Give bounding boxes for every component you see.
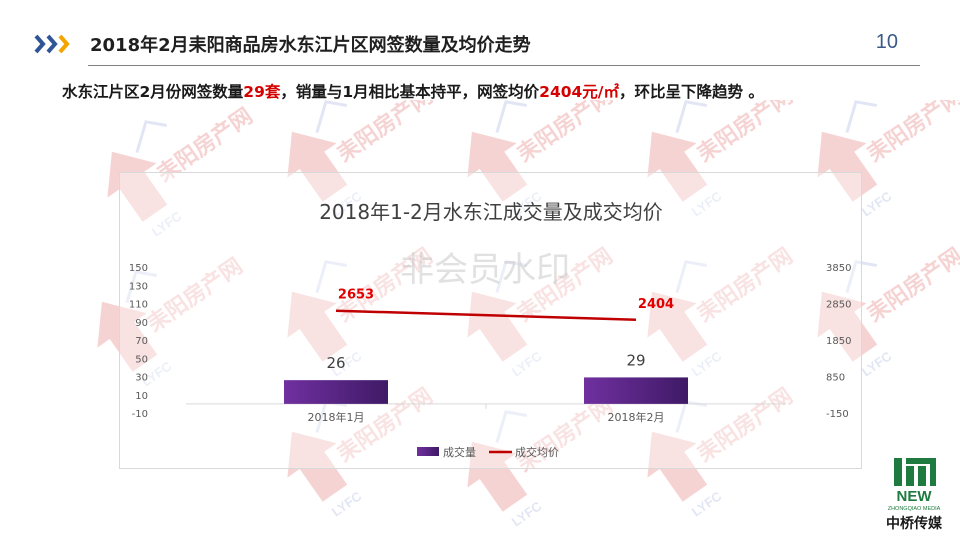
- watermark-site-text: 耒阳房产网: [692, 100, 797, 167]
- watermark-chevron-icon: [495, 100, 528, 133]
- y-left-tick-label: 70: [135, 336, 148, 347]
- watermark-site-text: 耒阳房产网: [512, 100, 617, 167]
- watermark-chevron-icon: [845, 100, 878, 133]
- line-data-label: 2404: [638, 297, 674, 312]
- legend-label-price: 成交均价: [515, 445, 559, 459]
- watermark-code-text: LYFC: [329, 488, 365, 519]
- page-number: 10: [875, 31, 898, 53]
- chart-panel: 2018年1-2月水东江成交量及成交均价 非会员水印 -10 10 30 50 70 90…: [119, 172, 862, 469]
- bar-volume: [284, 380, 388, 404]
- summary-part-2: ，销量与1月相比基本持平，网签均价: [280, 83, 540, 101]
- combo-chart: 2018年1-2月水东江成交量及成交均价 非会员水印 -10 10 30 50 70 90…: [129, 200, 852, 459]
- y-right-tick-label: -150: [826, 409, 849, 420]
- y-left-tick-label: 50: [135, 354, 148, 365]
- line-avg-price: [335, 309, 637, 322]
- summary-text: 水东江片区2月份网签数量29套，销量与1月相比基本持平，网签均价2404元/㎡，…: [62, 80, 764, 102]
- summary-part-1: 水东江片区2月份网签数量: [62, 83, 244, 101]
- y-right-tick-label: 3850: [826, 263, 851, 274]
- y-left-tick-label: 130: [129, 281, 148, 292]
- watermark-chevron-icon: [315, 100, 348, 133]
- watermark-site-text: 耒阳房产网: [332, 100, 437, 167]
- y-left-tick-label: -10: [132, 409, 148, 420]
- watermark-code-text: LYFC: [509, 498, 545, 529]
- brand-subtitle: ZHONGQIAO MEDIA: [888, 506, 941, 512]
- y-left-tick-label: 90: [135, 318, 148, 329]
- y-left-tick-label: 150: [129, 263, 148, 274]
- y-right-tick-label: 1850: [826, 336, 851, 347]
- brand-logo: NEW ZHONGQIAO MEDIA 中桥传媒: [886, 458, 943, 532]
- summary-part-3: ，环比呈下降趋势 。: [618, 83, 764, 101]
- bar-data-label: 26: [326, 354, 345, 372]
- y-left-tick-label: 30: [135, 373, 148, 384]
- x-tick-label: 2018年2月: [608, 410, 665, 424]
- watermark-chevron-icon: [675, 100, 708, 133]
- watermark-code-text: LYFC: [859, 188, 895, 219]
- y-right-tick-label: 850: [826, 373, 845, 384]
- page-title: 2018年2月耒阳商品房水东江片区网签数量及均价走势: [90, 35, 531, 56]
- y-right-tick-label: 2850: [826, 300, 851, 311]
- bar-data-label: 29: [626, 351, 645, 369]
- y-left-tick-label: 110: [129, 300, 148, 311]
- summary-price: 2404元/㎡: [539, 83, 619, 101]
- chart-title: 2018年1-2月水东江成交量及成交均价: [319, 200, 663, 224]
- watermark-site-text: 耒阳房产网: [862, 243, 960, 327]
- line-data-label: 2653: [338, 288, 374, 303]
- summary-count: 29套: [243, 83, 281, 101]
- chevron-right-icon: [34, 34, 70, 54]
- legend-swatch-bar: [417, 447, 439, 456]
- bar-volume: [584, 377, 688, 404]
- legend-label-volume: 成交量: [443, 445, 476, 459]
- brand-mark: NEW: [897, 488, 933, 505]
- y-left-tick-label: 10: [135, 391, 148, 402]
- watermark-chevron-icon: [135, 120, 168, 153]
- header-divider: [88, 65, 920, 66]
- brand-name: 中桥传媒: [886, 515, 943, 532]
- watermark-code-text: LYFC: [859, 348, 895, 379]
- x-tick-label: 2018年1月: [308, 410, 365, 424]
- watermark-code-text: LYFC: [689, 488, 725, 519]
- slide-header: 2018年2月耒阳商品房水东江片区网签数量及均价走势 10: [0, 0, 960, 66]
- watermark-site-text: 耒阳房产网: [862, 100, 960, 167]
- watermark-center-text: 非会员水印: [400, 250, 570, 290]
